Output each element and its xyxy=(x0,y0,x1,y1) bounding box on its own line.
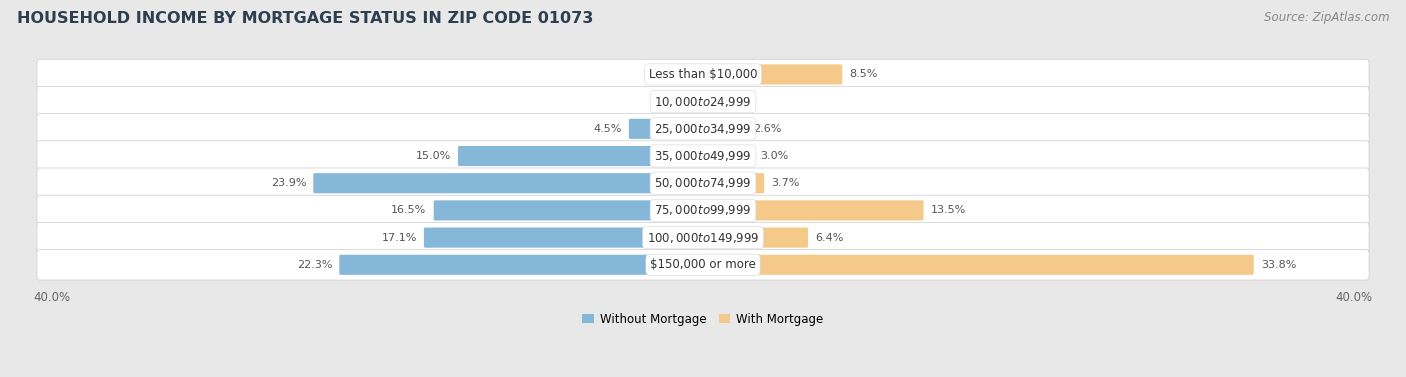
Text: 3.7%: 3.7% xyxy=(772,178,800,188)
FancyBboxPatch shape xyxy=(702,200,924,221)
Legend: Without Mortgage, With Mortgage: Without Mortgage, With Mortgage xyxy=(578,308,828,330)
Text: 2.6%: 2.6% xyxy=(754,124,782,134)
Text: 0.0%: 0.0% xyxy=(666,69,695,80)
Text: $10,000 to $24,999: $10,000 to $24,999 xyxy=(654,95,752,109)
Text: 6.4%: 6.4% xyxy=(815,233,844,243)
Text: $75,000 to $99,999: $75,000 to $99,999 xyxy=(654,204,752,218)
FancyBboxPatch shape xyxy=(37,250,1369,280)
FancyBboxPatch shape xyxy=(37,113,1369,144)
Text: $100,000 to $149,999: $100,000 to $149,999 xyxy=(647,231,759,245)
FancyBboxPatch shape xyxy=(37,59,1369,90)
Text: 16.5%: 16.5% xyxy=(391,205,426,215)
FancyBboxPatch shape xyxy=(702,228,808,248)
FancyBboxPatch shape xyxy=(37,86,1369,117)
Text: 3.0%: 3.0% xyxy=(759,151,789,161)
FancyBboxPatch shape xyxy=(628,119,704,139)
Text: HOUSEHOLD INCOME BY MORTGAGE STATUS IN ZIP CODE 01073: HOUSEHOLD INCOME BY MORTGAGE STATUS IN Z… xyxy=(17,11,593,26)
Text: 8.5%: 8.5% xyxy=(849,69,877,80)
Text: 13.5%: 13.5% xyxy=(931,205,966,215)
Text: $150,000 or more: $150,000 or more xyxy=(650,258,756,271)
Text: 33.8%: 33.8% xyxy=(1261,260,1296,270)
Text: $25,000 to $34,999: $25,000 to $34,999 xyxy=(654,122,752,136)
FancyBboxPatch shape xyxy=(433,200,704,221)
Text: 4.5%: 4.5% xyxy=(593,124,621,134)
Text: Source: ZipAtlas.com: Source: ZipAtlas.com xyxy=(1264,11,1389,24)
FancyBboxPatch shape xyxy=(339,255,704,275)
Text: 23.9%: 23.9% xyxy=(270,178,307,188)
Text: 0.8%: 0.8% xyxy=(654,97,682,107)
Text: 22.3%: 22.3% xyxy=(297,260,332,270)
Text: 17.1%: 17.1% xyxy=(381,233,416,243)
FancyBboxPatch shape xyxy=(37,168,1369,198)
FancyBboxPatch shape xyxy=(423,228,704,248)
Text: 15.0%: 15.0% xyxy=(416,151,451,161)
FancyBboxPatch shape xyxy=(702,64,842,84)
FancyBboxPatch shape xyxy=(702,173,763,193)
Text: Less than $10,000: Less than $10,000 xyxy=(648,68,758,81)
FancyBboxPatch shape xyxy=(702,255,1254,275)
FancyBboxPatch shape xyxy=(37,141,1369,171)
FancyBboxPatch shape xyxy=(702,119,747,139)
Text: $50,000 to $74,999: $50,000 to $74,999 xyxy=(654,176,752,190)
FancyBboxPatch shape xyxy=(458,146,704,166)
Text: 0.0%: 0.0% xyxy=(711,97,740,107)
FancyBboxPatch shape xyxy=(37,222,1369,253)
FancyBboxPatch shape xyxy=(689,92,704,112)
FancyBboxPatch shape xyxy=(702,146,752,166)
FancyBboxPatch shape xyxy=(37,195,1369,226)
FancyBboxPatch shape xyxy=(314,173,704,193)
Text: $35,000 to $49,999: $35,000 to $49,999 xyxy=(654,149,752,163)
